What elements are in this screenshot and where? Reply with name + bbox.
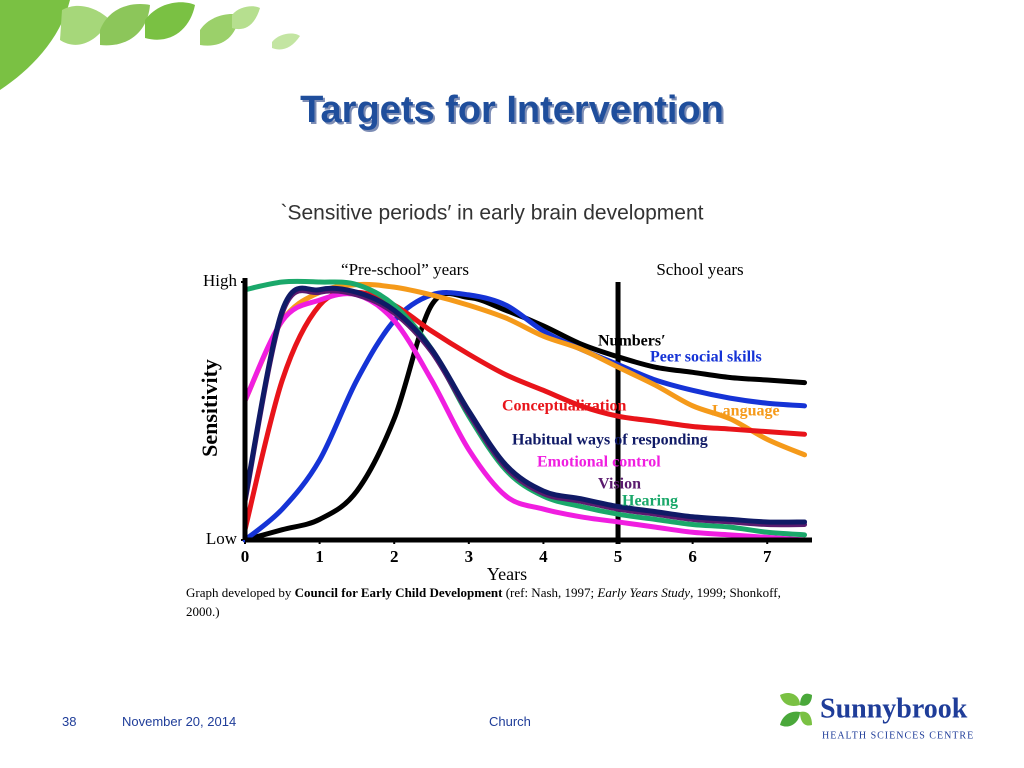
series-label: Language: [712, 403, 780, 420]
series-line: [242, 289, 808, 533]
series-line: [242, 291, 808, 543]
y-tick-label: Low: [206, 529, 238, 548]
logo-name: Sunnybrook: [820, 693, 968, 724]
series-label: Numbers′: [598, 333, 666, 350]
series-label: Habitual ways of responding: [512, 432, 708, 449]
x-tick-label: 4: [539, 547, 548, 566]
chart-title: `Sensitive periods′ in early brain devel…: [281, 202, 704, 225]
caption-text: (ref: Nash, 1997;: [502, 585, 598, 600]
leaf-decoration: [0, 0, 300, 90]
logo-subtitle: HEALTH SCIENCES CENTRE: [822, 730, 974, 741]
series-label: Peer social skills: [650, 349, 762, 366]
title-shadow: Targets for Intervention: [302, 91, 726, 133]
annotation: School years: [656, 260, 743, 279]
x-tick-label: 5: [614, 547, 623, 566]
series-label: Vision: [598, 476, 641, 493]
caption-text: Council for Early Child Development: [294, 585, 503, 600]
logo-icon: [780, 693, 812, 727]
x-tick-label: 6: [688, 547, 697, 566]
x-tick-label: 1: [315, 547, 324, 566]
annotation: “Pre-school” years: [341, 260, 469, 279]
caption-text: , 1999; Shonkoff, 2000.): [186, 585, 781, 619]
x-tick-label: 0: [241, 547, 250, 566]
caption-text: Graph developed by: [186, 585, 295, 600]
y-tick-label: High: [203, 271, 238, 290]
date: November 20, 2014: [122, 714, 237, 729]
y-axis-label: Sensitivity: [197, 359, 222, 457]
x-tick-label: 7: [763, 547, 772, 566]
x-tick-label: 2: [390, 547, 399, 566]
footer-text: Church: [489, 714, 531, 729]
series-label: Conceptualization: [502, 398, 627, 415]
x-tick-label: 3: [465, 547, 474, 566]
x-axis-label: Years: [487, 564, 527, 584]
series-line: [242, 290, 808, 543]
caption-text: Early Years Study: [597, 585, 691, 600]
slide-title: Targets for Intervention: [300, 89, 724, 131]
caption: Graph developed by Council for Early Chi…: [186, 583, 806, 621]
page-number: 38: [62, 714, 77, 729]
series-label: Emotional control: [537, 454, 661, 471]
series-line: [242, 285, 808, 525]
series-label: Hearing: [622, 493, 678, 510]
series-line: [242, 290, 808, 543]
